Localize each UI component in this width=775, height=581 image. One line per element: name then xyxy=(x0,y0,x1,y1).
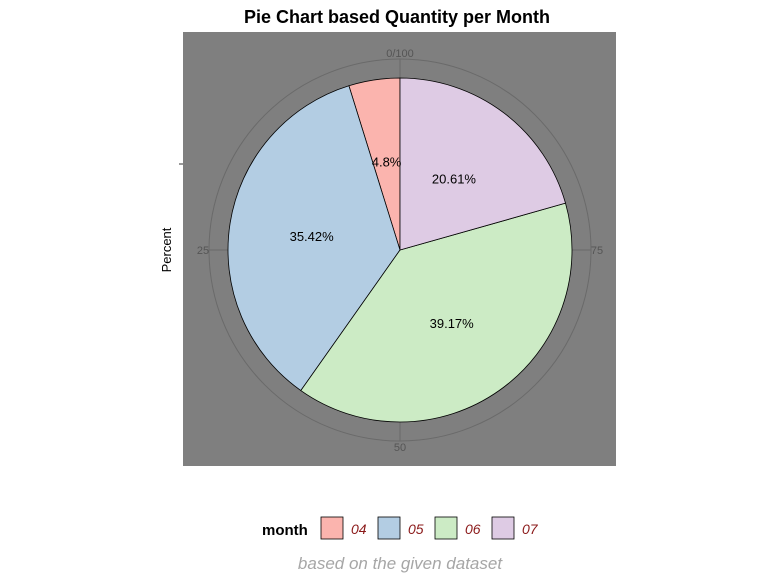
slice-label-04: 4.8% xyxy=(372,155,402,170)
legend-label-07: 07 xyxy=(522,521,539,537)
legend-key-04 xyxy=(320,516,344,540)
angular-tick-label: 25 xyxy=(197,245,209,257)
legend-key-05 xyxy=(377,516,401,540)
legend-label-05: 05 xyxy=(408,521,424,537)
legend-key-07 xyxy=(491,516,515,540)
angular-tick-label: 0/100 xyxy=(386,48,414,60)
slice-label-05: 35.42% xyxy=(290,229,335,244)
pie-slice-05 xyxy=(227,85,401,392)
angular-tick-label: 75 xyxy=(591,245,603,257)
legend-title: month xyxy=(262,522,308,539)
pie-slices xyxy=(227,77,573,423)
y-axis-label: Percent xyxy=(159,227,174,272)
slice-labels: 4.8% 35.42% 39.17% 20.61% xyxy=(290,155,477,331)
slice-label-07: 20.61% xyxy=(432,172,477,187)
pie-slice-07 xyxy=(399,77,566,251)
chart-title: Pie Chart based Quantity per Month xyxy=(244,7,550,27)
slice-label-06: 39.17% xyxy=(430,316,475,331)
pie-slice-06 xyxy=(300,202,573,423)
chart-caption: based on the given dataset xyxy=(298,554,503,573)
legend-label-04: 04 xyxy=(351,521,367,537)
angular-tick-label: 50 xyxy=(394,442,406,454)
legend: month 04 05 06 07 xyxy=(262,516,539,540)
legend-key-06 xyxy=(434,516,458,540)
legend-label-06: 06 xyxy=(465,521,481,537)
angular-tick-labels: 0/100 25 50 75 xyxy=(197,48,603,454)
